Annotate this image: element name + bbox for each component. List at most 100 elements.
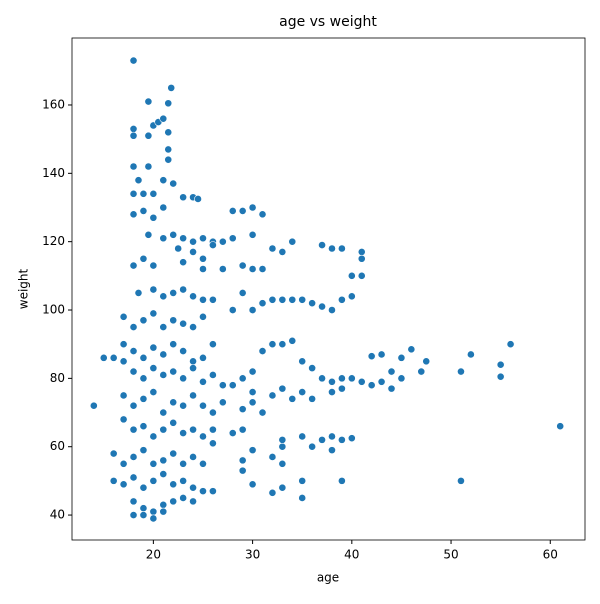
point: [159, 425, 168, 434]
point: [139, 504, 148, 513]
point: [129, 261, 138, 270]
point: [164, 145, 173, 154]
x-tick-label: 60: [543, 548, 558, 562]
point: [357, 248, 366, 256]
point: [258, 408, 267, 417]
point: [337, 476, 346, 485]
point: [298, 432, 307, 441]
point: [189, 357, 197, 366]
point: [278, 248, 287, 256]
point: [139, 394, 148, 403]
point: [298, 295, 307, 304]
point: [189, 237, 197, 246]
point: [228, 234, 237, 243]
point: [139, 422, 148, 431]
point: [268, 295, 277, 304]
point: [337, 374, 346, 383]
point: [119, 415, 128, 424]
point: [194, 195, 202, 203]
point: [179, 258, 188, 267]
point: [129, 189, 138, 198]
point: [228, 207, 237, 215]
point: [159, 203, 168, 212]
point: [238, 425, 247, 434]
point: [189, 483, 197, 492]
point: [278, 435, 287, 444]
point: [496, 360, 505, 369]
point: [209, 439, 217, 448]
point: [337, 295, 346, 304]
point: [89, 401, 98, 410]
point: [347, 434, 356, 443]
point: [179, 347, 188, 355]
point: [278, 459, 287, 468]
point: [159, 176, 168, 185]
point: [129, 453, 138, 461]
point: [268, 453, 277, 461]
point: [119, 480, 128, 489]
point: [179, 234, 188, 243]
point: [248, 388, 257, 396]
point: [149, 285, 158, 294]
point: [169, 289, 178, 297]
point: [328, 432, 336, 441]
point: [179, 193, 188, 202]
point: [218, 237, 227, 246]
point: [199, 377, 207, 386]
point: [149, 432, 158, 441]
point: [134, 289, 143, 297]
point: [119, 391, 128, 400]
point: [199, 487, 207, 496]
point: [357, 254, 366, 263]
point: [367, 381, 376, 390]
point: [129, 401, 138, 410]
point: [139, 353, 148, 362]
point: [119, 459, 128, 468]
point: [417, 367, 426, 376]
point: [129, 473, 138, 482]
point: [199, 234, 207, 243]
point: [169, 367, 178, 376]
point: [109, 353, 118, 362]
point: [556, 422, 565, 431]
point: [397, 374, 406, 383]
y-tick-label: 60: [50, 439, 65, 453]
point: [139, 511, 148, 519]
point: [496, 372, 505, 381]
point: [328, 244, 336, 253]
y-tick-label: 120: [42, 234, 65, 248]
point: [298, 494, 307, 502]
point: [169, 480, 178, 489]
point: [328, 388, 336, 396]
point: [159, 234, 168, 243]
point: [149, 261, 158, 270]
point: [159, 500, 168, 509]
point: [199, 254, 207, 263]
point: [268, 391, 277, 400]
point: [199, 353, 207, 362]
point: [238, 405, 247, 414]
point: [179, 401, 188, 410]
point: [129, 367, 138, 376]
point: [149, 476, 158, 485]
point: [159, 507, 168, 516]
point: [159, 408, 168, 417]
point: [139, 316, 148, 325]
point: [159, 323, 168, 332]
point: [149, 388, 158, 396]
point: [129, 323, 138, 332]
point: [139, 446, 148, 455]
point: [119, 312, 128, 321]
point: [169, 179, 178, 188]
point: [189, 425, 197, 434]
point: [248, 203, 257, 212]
point: [377, 377, 386, 386]
point: [167, 83, 176, 92]
point: [199, 432, 207, 441]
point: [298, 357, 307, 366]
y-tick-label: 80: [50, 371, 65, 385]
point: [357, 271, 366, 280]
point: [238, 289, 247, 297]
point: [139, 207, 148, 215]
